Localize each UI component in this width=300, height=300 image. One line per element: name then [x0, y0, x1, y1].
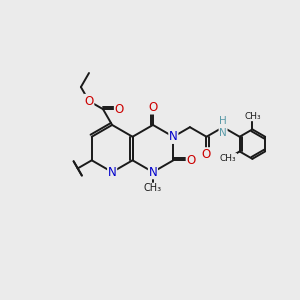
Text: N: N [148, 166, 157, 178]
Text: H
N: H N [219, 116, 227, 138]
Text: CH₃: CH₃ [244, 112, 261, 121]
Text: O: O [202, 148, 211, 161]
Text: N: N [169, 130, 178, 143]
Text: CH₃: CH₃ [144, 183, 162, 193]
Text: O: O [84, 94, 94, 108]
Text: O: O [186, 154, 196, 167]
Text: N: N [108, 166, 116, 178]
Text: O: O [148, 101, 158, 114]
Text: O: O [115, 103, 124, 116]
Text: CH₃: CH₃ [220, 154, 236, 163]
